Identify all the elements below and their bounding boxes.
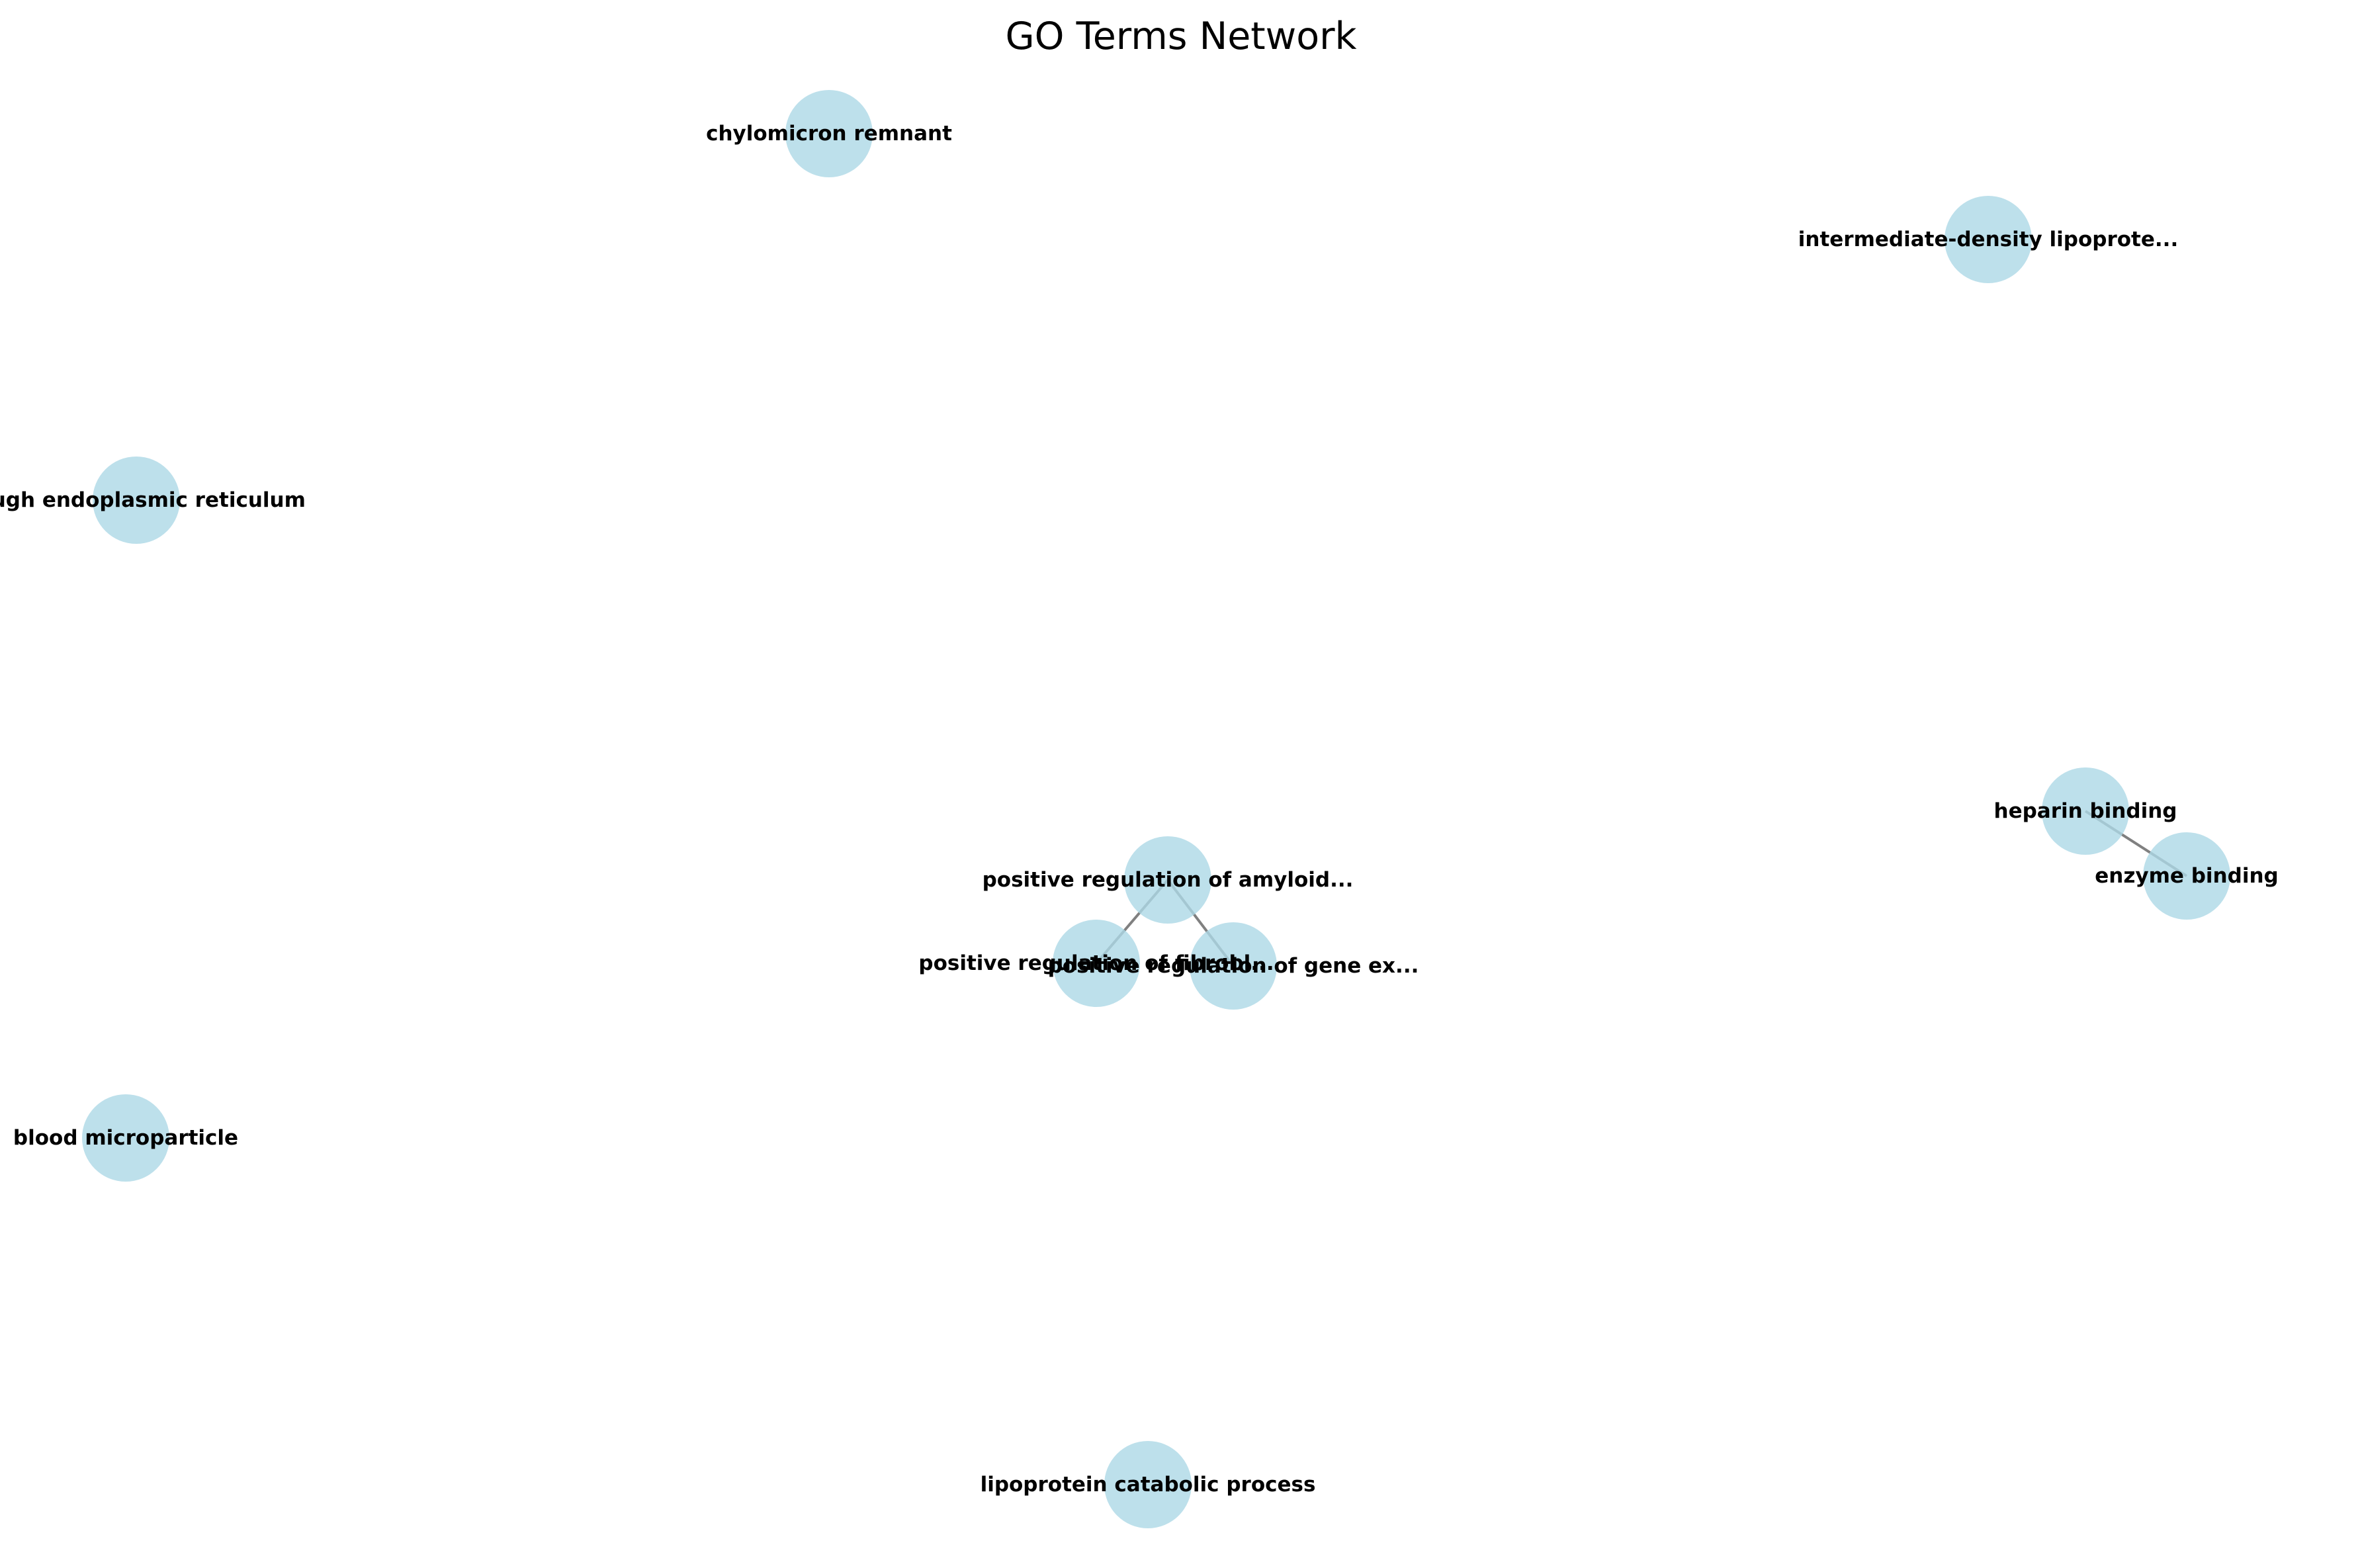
node-label-lipocat: lipoprotein catabolic process: [981, 1473, 1316, 1497]
node-label-chylomicron: chylomicron remnant: [706, 122, 952, 146]
node-label-enzyme: enzyme binding: [2095, 864, 2278, 888]
node-heparin: [2042, 767, 2129, 855]
node-label-idl: intermediate-density lipoprote...: [1798, 228, 2178, 251]
figure-title: GO Terms Network: [1005, 15, 1356, 58]
node-geneex: [1190, 922, 1277, 1010]
node-rer: [93, 457, 180, 544]
node-label-fibrobl: positive regulation of fibrobl...: [918, 951, 1274, 975]
node-lipocat: [1104, 1441, 1192, 1528]
node-enzyme: [2143, 832, 2230, 920]
node-fibrobl: [1053, 920, 1140, 1007]
node-label-geneex: positive regulation of gene ex...: [1048, 954, 1419, 978]
node-label-blood: blood microparticle: [13, 1126, 238, 1150]
node-amyloid: [1124, 836, 1211, 924]
node-label-heparin: heparin binding: [1994, 799, 2177, 823]
label-layer: chylomicron remnant intermediate-density …: [0, 122, 2279, 1497]
node-idl: [1945, 196, 2032, 283]
node-label-amyloid: positive regulation of amyloid...: [983, 868, 1354, 892]
node-chylomicron: [785, 90, 873, 177]
node-blood: [82, 1094, 169, 1182]
node-label-rer: rough endoplasmic reticulum: [0, 488, 306, 512]
node-layer: [82, 90, 2230, 1528]
